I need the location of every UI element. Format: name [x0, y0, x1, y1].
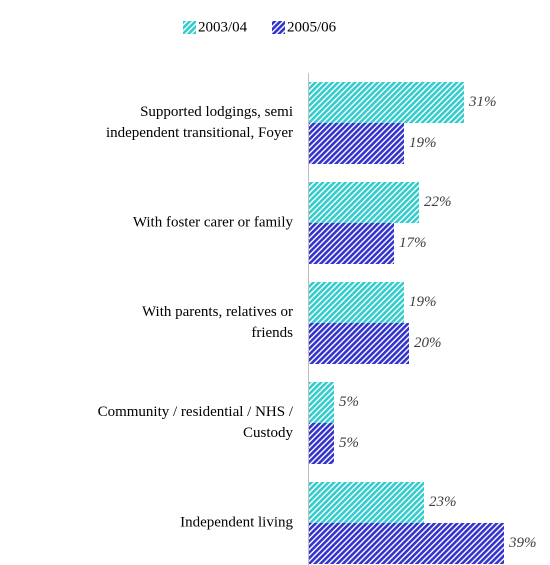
bar [309, 482, 424, 523]
category-label-line: Custody [242, 425, 293, 441]
value-label: 22% [424, 194, 452, 210]
category-label: With foster carer or family [0, 213, 293, 234]
category-label: Supported lodgings, semi independent tran… [0, 102, 293, 144]
category-label: Independent living [0, 513, 293, 534]
value-label: 19% [409, 294, 437, 310]
category-label-line: Supported lodgings, semi [140, 104, 293, 120]
value-label: 31% [468, 94, 497, 110]
category-label-line: independent transitional, Foyer [105, 125, 293, 141]
category-label-line: With parents, relatives or [141, 304, 293, 320]
bar [309, 223, 394, 264]
category-label-line: friends [251, 325, 293, 341]
category-label: Community / residential / NHS / Custody [0, 402, 293, 444]
legend-label: 2005/06 [287, 19, 337, 35]
bar [309, 382, 334, 423]
category-label-line: Community / residential / NHS / [97, 404, 293, 420]
category-label-line: Independent living [180, 514, 293, 531]
bar [309, 523, 504, 564]
bar [309, 323, 409, 364]
legend-swatch [183, 21, 196, 34]
legend-label: 2003/04 [198, 19, 248, 35]
value-label: 20% [414, 335, 442, 351]
bar [309, 423, 334, 464]
bar [309, 123, 404, 164]
legend-swatch [272, 21, 285, 34]
value-label: 19% [409, 135, 437, 151]
value-label: 23% [429, 494, 457, 510]
value-label: 17% [399, 235, 427, 251]
category-label-line: With foster carer or family [132, 214, 293, 231]
bar [309, 182, 419, 223]
bar [309, 82, 464, 123]
bar [309, 282, 404, 323]
value-label: 5% [339, 435, 359, 451]
value-label: 39% [508, 535, 537, 551]
category-label: With parents, relatives or friends [0, 302, 293, 344]
value-label: 5% [339, 394, 359, 410]
